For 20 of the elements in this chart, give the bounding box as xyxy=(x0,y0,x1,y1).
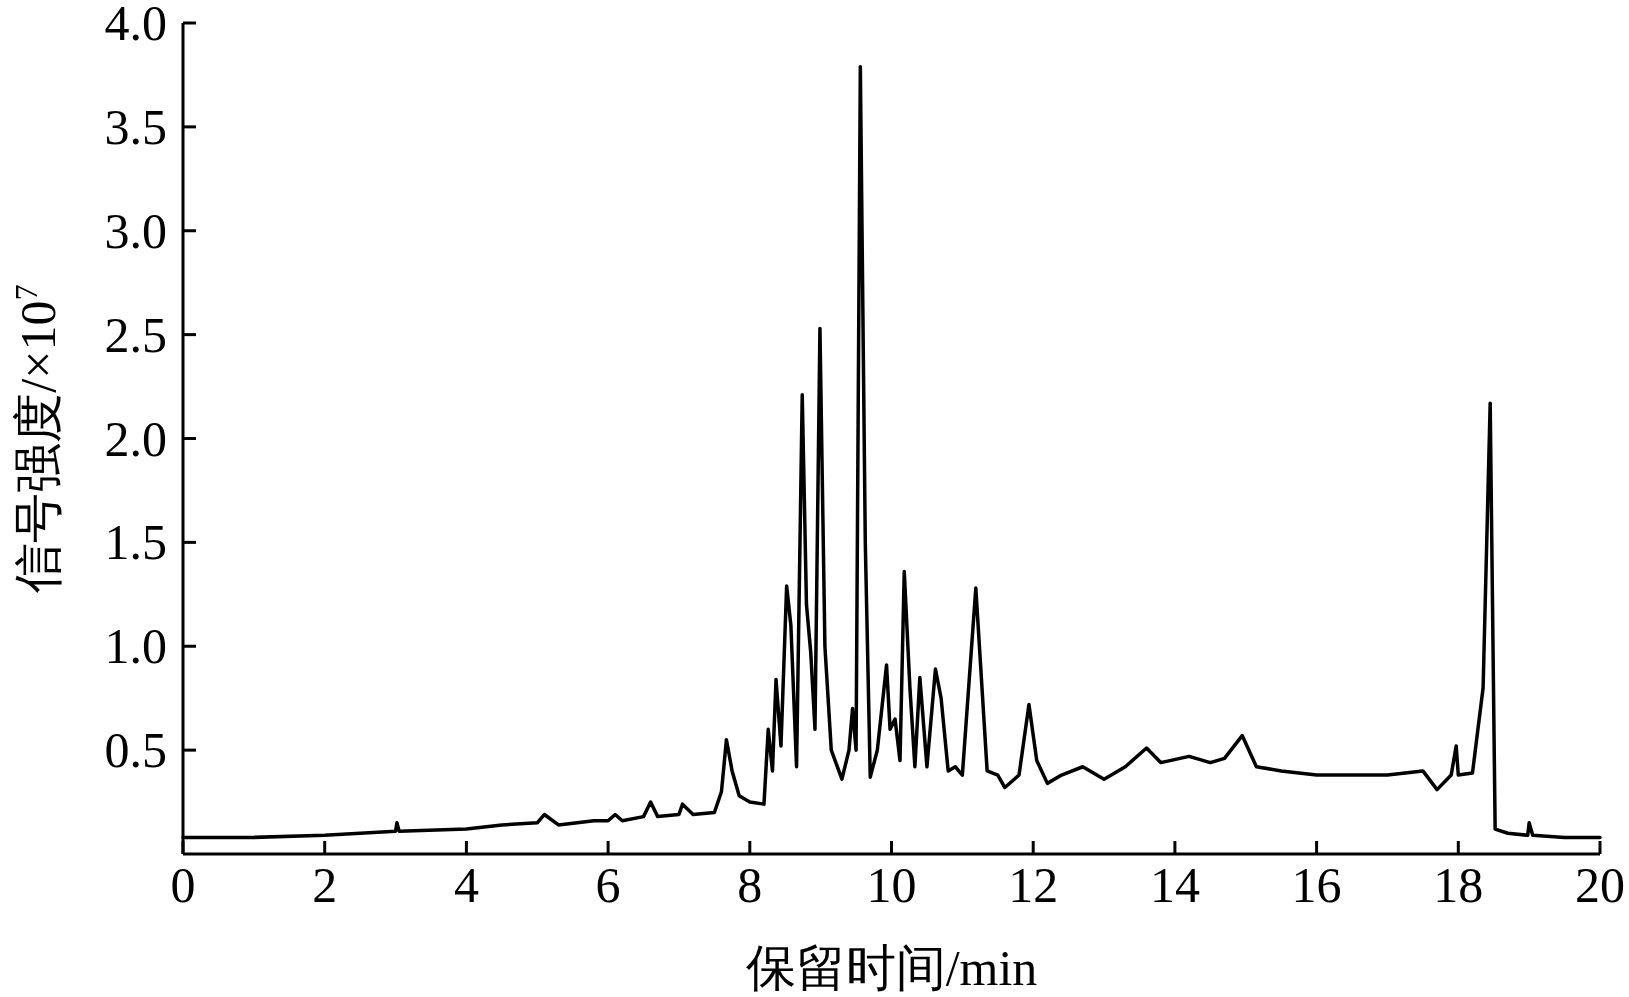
x-tick-label: 18 xyxy=(1433,857,1484,913)
x-tick-label: 2 xyxy=(312,857,338,913)
x-tick-label: 14 xyxy=(1149,857,1200,913)
x-tick-label: 10 xyxy=(866,857,917,913)
y-tick-label: 1.5 xyxy=(104,514,167,571)
x-tick-label: 4 xyxy=(453,857,479,913)
x-tick-label: 16 xyxy=(1291,857,1342,913)
x-tick-label: 6 xyxy=(595,857,621,913)
x-tick-label: 12 xyxy=(1008,857,1059,913)
x-tick-label: 8 xyxy=(737,857,763,913)
y-tick-label: 4.0 xyxy=(104,0,167,51)
x-tick-label: 20 xyxy=(1575,857,1625,913)
y-tick-label: 1.0 xyxy=(104,618,167,675)
y-tick-label: 3.0 xyxy=(104,202,167,259)
x-axis-title: 保留时间/min xyxy=(745,940,1038,996)
y-tick-label: 0.5 xyxy=(104,722,167,779)
y-tick-label: 3.5 xyxy=(104,98,167,155)
x-tick-label: 0 xyxy=(170,857,196,913)
y-tick-label: 2.0 xyxy=(104,410,167,467)
y-tick-label: 2.5 xyxy=(104,306,167,363)
